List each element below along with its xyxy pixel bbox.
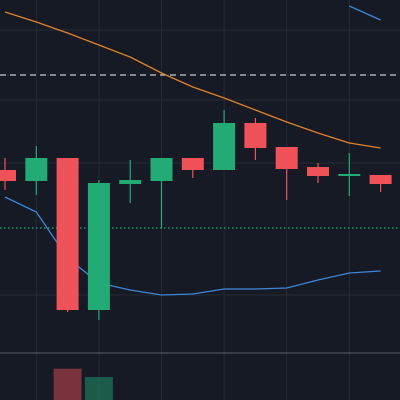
candle-body: [244, 123, 267, 148]
candle-body: [0, 170, 16, 181]
candle-body: [181, 158, 204, 170]
candle-body: [307, 167, 329, 176]
candle-body: [213, 123, 236, 170]
candle-body: [119, 180, 142, 184]
candle-body: [275, 147, 298, 169]
candle-body: [56, 158, 79, 310]
candle-body: [87, 183, 110, 310]
candle-body: [369, 175, 392, 184]
indicator-line: [4, 11, 381, 149]
indicator-line: [349, 5, 381, 21]
candle-body: [150, 158, 173, 181]
candle-body: [25, 158, 48, 181]
volume-bar: [53, 368, 82, 400]
candle-body: [338, 174, 361, 176]
volume-bar: [84, 377, 113, 400]
